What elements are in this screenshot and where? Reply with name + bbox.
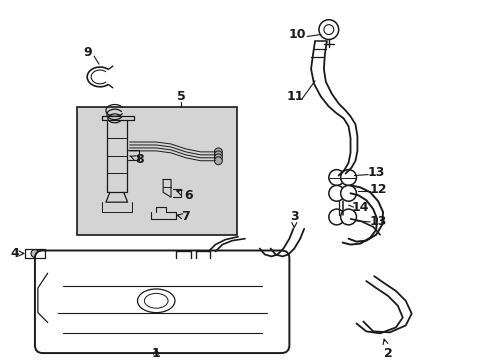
Circle shape: [31, 249, 39, 257]
Ellipse shape: [137, 289, 175, 312]
Circle shape: [214, 157, 222, 165]
Text: 9: 9: [82, 46, 91, 59]
Text: 13: 13: [366, 166, 384, 179]
Circle shape: [340, 185, 356, 201]
Circle shape: [214, 154, 222, 162]
Text: 13: 13: [369, 215, 386, 228]
Circle shape: [318, 20, 338, 40]
Text: 7: 7: [177, 211, 190, 224]
Text: 12: 12: [368, 183, 386, 196]
Circle shape: [214, 148, 222, 156]
Text: 11: 11: [286, 90, 304, 103]
Circle shape: [328, 209, 344, 225]
Circle shape: [328, 170, 344, 185]
Text: 5: 5: [176, 90, 185, 103]
Text: 2: 2: [382, 339, 391, 360]
Text: 3: 3: [289, 211, 298, 228]
FancyBboxPatch shape: [35, 251, 289, 353]
Text: 6: 6: [176, 189, 193, 202]
Ellipse shape: [144, 293, 168, 308]
Circle shape: [328, 185, 344, 201]
Circle shape: [340, 170, 356, 185]
Circle shape: [323, 24, 333, 35]
Text: 4: 4: [11, 247, 24, 260]
Circle shape: [340, 209, 356, 225]
Text: 14: 14: [351, 201, 368, 213]
Text: 10: 10: [288, 28, 305, 41]
Circle shape: [214, 151, 222, 159]
Bar: [77, 107, 237, 235]
Text: 1: 1: [152, 347, 160, 360]
Text: 8: 8: [129, 153, 143, 166]
